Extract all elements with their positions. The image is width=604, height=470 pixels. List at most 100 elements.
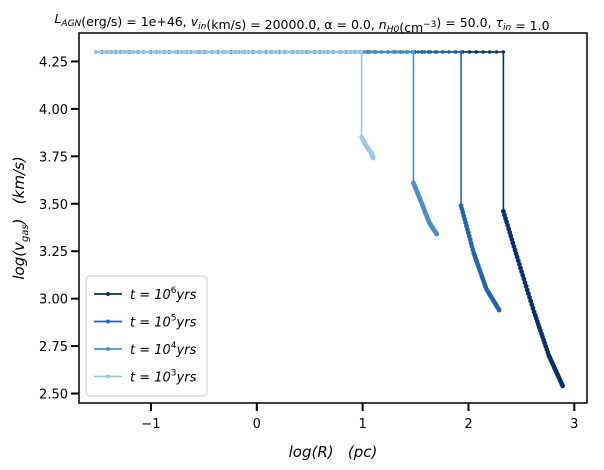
y-tick-label: 2.50: [39, 388, 68, 403]
data-point: [351, 50, 355, 54]
data-point: [467, 50, 472, 54]
data-point: [527, 294, 532, 300]
data-point: [275, 50, 280, 54]
x-tick-label: 1: [358, 417, 366, 432]
data-point: [364, 50, 368, 54]
data-point: [481, 50, 485, 54]
data-point: [453, 50, 457, 54]
y-tick-label: 4.00: [39, 103, 68, 118]
y-tick-label: 3.50: [39, 198, 68, 213]
data-point: [160, 50, 165, 54]
data-point: [222, 50, 227, 54]
data-point: [311, 50, 315, 54]
data-point: [501, 50, 506, 54]
data-point: [516, 261, 522, 267]
data-point: [520, 272, 526, 278]
data-point: [306, 50, 311, 54]
data-point: [374, 50, 379, 54]
data-point: [434, 231, 440, 237]
data-point: [111, 50, 116, 54]
data-point: [529, 302, 535, 308]
data-point: [116, 50, 120, 54]
data-point: [213, 50, 218, 54]
data-point: [494, 50, 499, 54]
data-point: [441, 50, 445, 54]
data-point: [346, 50, 350, 54]
data-point: [200, 50, 204, 54]
legend-marker: [106, 374, 110, 379]
data-point: [324, 50, 328, 54]
data-point: [390, 50, 394, 54]
legend-entry-5: t = 105yrs: [94, 314, 197, 331]
legend: t = 106yrs t = 105yrs t = 104yrs t = 103yrs: [85, 275, 208, 397]
data-point: [289, 50, 293, 54]
data-point: [227, 50, 231, 54]
data-point: [395, 50, 400, 54]
legend-entry-4: t = 104yrs: [94, 341, 197, 358]
data-point: [411, 50, 416, 54]
data-point: [528, 298, 534, 304]
data-point: [134, 50, 138, 54]
y-tick-label: 2.75: [39, 340, 68, 355]
legend-entry-3: t = 103yrs: [94, 369, 197, 386]
data-point: [151, 50, 156, 54]
data-point: [107, 50, 111, 54]
legend-box: [85, 275, 208, 397]
series-3: [94, 50, 376, 161]
data-point: [369, 50, 373, 54]
data-point: [474, 50, 478, 54]
legend-label: t = 103yrs: [130, 369, 197, 386]
data-point: [191, 50, 196, 54]
data-point: [519, 269, 525, 275]
data-point: [258, 50, 262, 54]
data-point: [422, 50, 427, 54]
series-line-3: [95, 51, 374, 159]
data-point: [169, 50, 173, 54]
data-point: [266, 50, 271, 54]
data-point: [406, 50, 410, 54]
data-point: [328, 50, 333, 54]
data-point: [435, 50, 439, 54]
data-point: [138, 50, 142, 54]
y-tick-label: 3.00: [39, 293, 68, 308]
data-point: [428, 50, 433, 54]
x-tick-label: 0: [253, 417, 261, 432]
data-point: [297, 50, 302, 54]
x-tick-label: 2: [464, 417, 472, 432]
y-tick-label: 4.25: [39, 55, 68, 70]
y-axis-label-text: log(vgas) (km/s): [10, 156, 31, 279]
y-axis-label: log(vgas) (km/s): [10, 156, 31, 279]
data-point: [120, 50, 125, 54]
data-point: [355, 50, 359, 54]
data-point: [249, 50, 253, 54]
data-point: [182, 50, 187, 54]
y-tick-label: 3.75: [39, 150, 68, 165]
data-point: [262, 50, 266, 54]
data-point: [271, 50, 275, 54]
data-point: [280, 50, 284, 54]
data-point: [342, 50, 346, 54]
data-point: [293, 50, 297, 54]
data-point: [416, 50, 421, 54]
series-5: [94, 50, 502, 313]
data-point: [385, 50, 389, 54]
x-axis-label: log(R) (pc): [289, 443, 378, 461]
data-point: [204, 50, 209, 54]
data-point: [370, 155, 376, 161]
x-axis-label-text: log(R) (pc): [289, 443, 378, 461]
legend-marker: [106, 319, 110, 324]
data-point: [156, 50, 160, 54]
legend-marker: [106, 347, 110, 351]
data-point: [521, 276, 527, 282]
chart-title-text: LAGN(erg/s) = 1e+46, vin(km/s) = 20000.0…: [54, 11, 549, 35]
data-point: [173, 50, 178, 54]
y-tick-label: 3.25: [39, 245, 68, 260]
data-point: [165, 50, 169, 54]
data-point: [187, 50, 191, 54]
series-4: [94, 50, 440, 237]
data-point: [302, 50, 306, 54]
data-point: [333, 50, 337, 54]
data-point: [315, 50, 320, 54]
legend-label: t = 105yrs: [130, 314, 197, 331]
data-point: [515, 258, 521, 264]
